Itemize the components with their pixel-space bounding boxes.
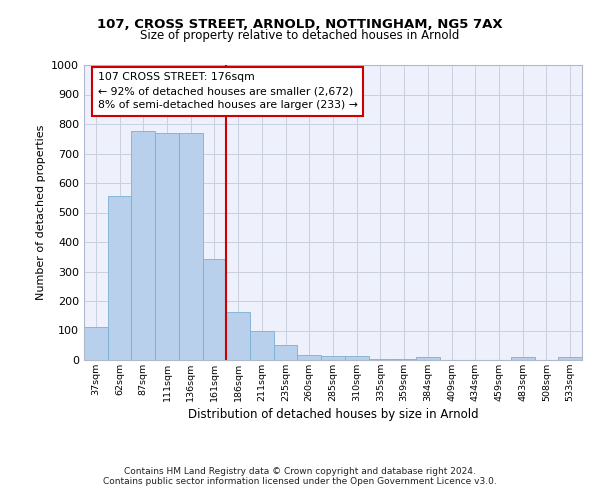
- Text: Contains HM Land Registry data © Crown copyright and database right 2024.: Contains HM Land Registry data © Crown c…: [124, 467, 476, 476]
- Bar: [321, 356, 345, 360]
- Y-axis label: Number of detached properties: Number of detached properties: [35, 125, 46, 300]
- Text: Contains public sector information licensed under the Open Government Licence v3: Contains public sector information licen…: [103, 477, 497, 486]
- Bar: [226, 312, 250, 360]
- Bar: [558, 358, 582, 360]
- Bar: [108, 196, 131, 360]
- Bar: [250, 332, 274, 360]
- Bar: [392, 358, 416, 360]
- Text: Size of property relative to detached houses in Arnold: Size of property relative to detached ho…: [140, 29, 460, 42]
- Bar: [298, 354, 321, 360]
- Bar: [84, 327, 108, 360]
- Bar: [274, 344, 298, 360]
- Bar: [131, 131, 155, 360]
- Bar: [416, 357, 440, 360]
- Text: 107 CROSS STREET: 176sqm
← 92% of detached houses are smaller (2,672)
8% of semi: 107 CROSS STREET: 176sqm ← 92% of detach…: [98, 72, 358, 110]
- Bar: [368, 358, 392, 360]
- Bar: [179, 133, 203, 360]
- X-axis label: Distribution of detached houses by size in Arnold: Distribution of detached houses by size …: [188, 408, 478, 421]
- Bar: [155, 132, 179, 360]
- Bar: [511, 358, 535, 360]
- Bar: [345, 356, 368, 360]
- Text: 107, CROSS STREET, ARNOLD, NOTTINGHAM, NG5 7AX: 107, CROSS STREET, ARNOLD, NOTTINGHAM, N…: [97, 18, 503, 30]
- Bar: [203, 259, 226, 360]
